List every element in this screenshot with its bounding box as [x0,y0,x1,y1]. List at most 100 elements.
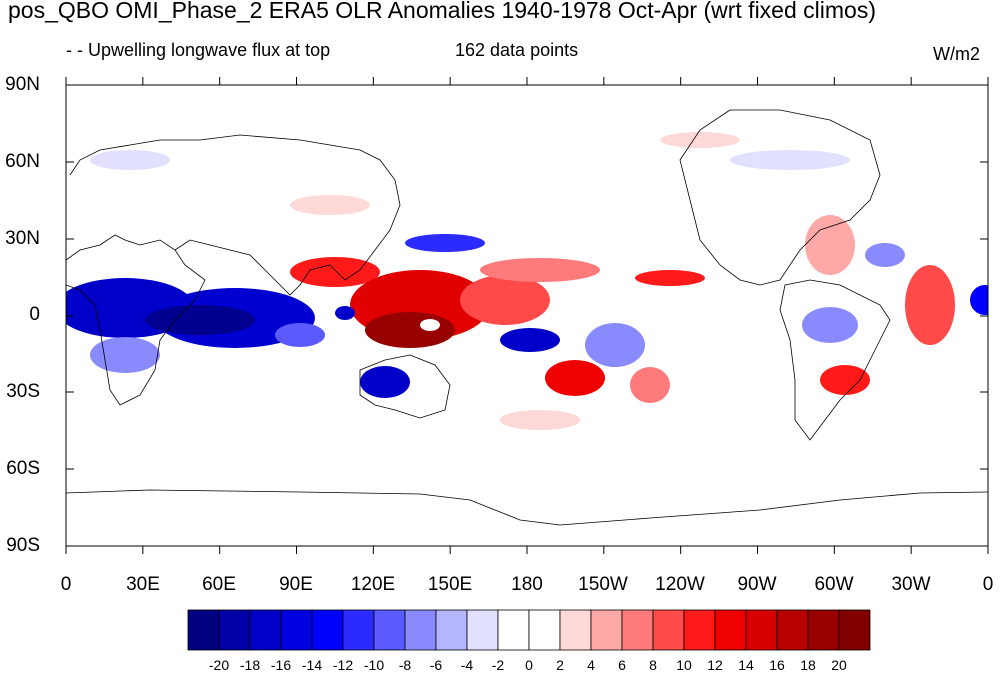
colorbar-label: -18 [239,657,261,673]
latitude-ticks [66,84,988,547]
colorbar-label: -8 [398,657,412,673]
colorbar-swatch [559,609,592,651]
south-america-coast [779,279,891,441]
anomaly-north-australia [360,366,410,398]
colorbar-swatch [807,609,840,651]
anomaly-maritime-core [365,312,455,348]
longitude-ticks [65,77,989,554]
colorbar-label: 18 [800,657,816,673]
colorbar-swatch [218,609,251,651]
anomaly-gulf-guinea [970,285,988,315]
colorbar-swatch [280,609,313,651]
colorbar-label: 6 [618,657,626,673]
australia-coast [359,354,451,419]
colorbar-label: 12 [707,657,723,673]
lon-label-180: 180 [511,574,543,595]
colorbar-swatch [404,609,437,651]
lat-label-90s: 90S [6,535,40,556]
lon-label-30w: 30W [891,574,931,595]
lon-label-120e: 120E [350,574,396,595]
anomaly-south-america [820,365,870,395]
units-label: W/m2 [933,44,980,64]
anomaly-field [66,132,988,430]
colorbar-swatch [745,609,778,651]
anomaly-africa-south [90,337,160,373]
colorbar-label: -12 [332,657,354,673]
colorbar-label: 14 [738,657,754,673]
colorbar-swatch [776,609,809,651]
anomaly-indian-core [145,305,255,335]
north-america-coast [679,109,881,286]
anomaly-amazon [802,307,858,343]
colorbar-swatch [497,609,530,651]
lon-label-60w: 60W [814,574,854,595]
anomaly-maritime-gap [420,319,440,331]
lon-label-30e: 30E [126,574,160,595]
colorbar [187,609,871,651]
colorbar-label: -16 [270,657,292,673]
data-points-subtitle: 162 data points [455,40,579,60]
colorbar-label: -10 [363,657,385,673]
colorbar-swatch [838,609,871,651]
lon-label-60e: 60E [202,574,236,595]
colorbar-label: 2 [556,657,564,673]
anomaly-indian-edge [275,323,325,347]
colorbar-label: 0 [525,657,533,673]
eurasia-coast [69,134,401,296]
anomaly-asia-mid [290,195,370,215]
lon-label-120w: 120W [655,574,705,595]
lat-label-60s: 60S [6,458,40,479]
coastlines [66,109,988,526]
anomaly-canada [730,150,850,170]
lat-label-60n: 60N [5,151,40,172]
colorbar-label: 16 [769,657,785,673]
colorbar-swatch [652,609,685,651]
lon-label-0: 0 [60,574,72,595]
colorbar-swatch [590,609,623,651]
colorbar-swatch [683,609,716,651]
colorbar-swatch [373,609,406,651]
colorbar-swatch [714,609,747,651]
anomaly-north-pacific-band [480,258,600,282]
colorbar-label: -20 [208,657,230,673]
colorbar-swatch [342,609,375,651]
anomaly-japan-sea [405,234,485,252]
colorbar-swatch [466,609,499,651]
colorbar-swatch [435,609,468,651]
lon-label-90e: 90E [279,574,313,595]
lon-label-0-end: 0 [982,574,994,595]
lat-label-90n: 90N [5,74,40,95]
colorbar-swatch [187,609,220,651]
lon-label-150e: 150E [427,574,473,595]
anomaly-west-pacific [460,275,550,325]
colorbar-label: -6 [429,657,443,673]
colorbar-swatch [621,609,654,651]
anomaly-bay-bengal [290,257,380,287]
colorbar-swatch [311,609,344,651]
anomaly-spcz-east [630,367,670,403]
chart-title: pos_QBO OMI_Phase_2 ERA5 OLR Anomalies 1… [8,0,876,23]
colorbar-swatch [528,609,561,651]
lat-label-30n: 30N [5,228,40,249]
anomaly-atlantic [905,265,955,345]
anomaly-east-pacific-neg [585,323,645,367]
colorbar-label: -4 [460,657,474,673]
africa-coast [66,234,206,406]
anomaly-alaska [660,132,740,148]
anomaly-central-pacific [500,328,560,352]
colorbar-label: -2 [491,657,505,673]
anomaly-europe [90,150,170,170]
lon-label-90w: 90W [737,574,777,595]
colorbar-label: 10 [676,657,692,673]
anomaly-east-itcz [635,270,705,286]
lat-label-eq: 0 [29,304,40,325]
colorbar-swatch [249,609,282,651]
colorbar-label: -14 [301,657,323,673]
anomaly-north-atlantic [865,243,905,267]
colorbar-label: 8 [649,657,657,673]
lon-label-150w: 150W [578,574,628,595]
variable-subtitle: - - Upwelling longwave flux at top [66,40,331,60]
lat-label-30s: 30S [6,381,40,402]
anomaly-caribbean [805,215,855,275]
